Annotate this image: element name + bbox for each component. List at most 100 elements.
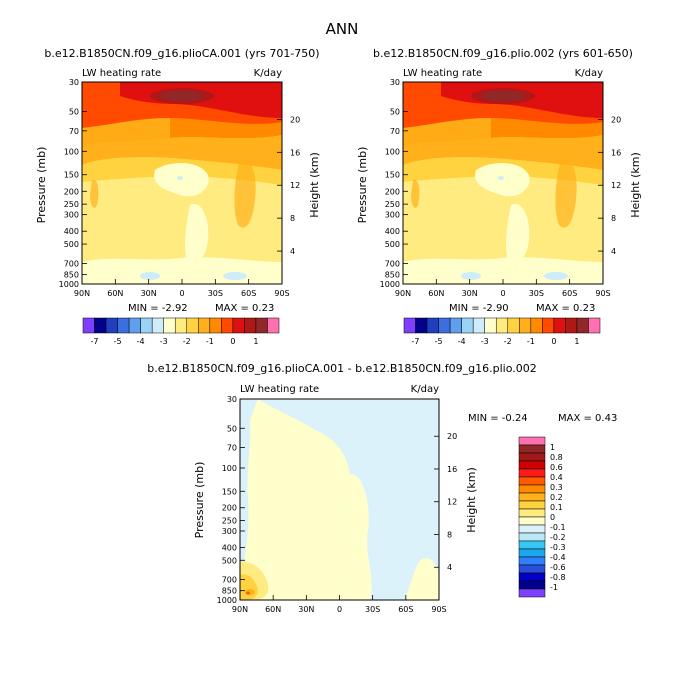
y-tick-label: 850 bbox=[222, 587, 237, 596]
height-tick-label: 4 bbox=[447, 563, 452, 572]
colorbar-swatch bbox=[438, 317, 451, 334]
panel-title: b.e12.B1850CN.f09_g16.plioCA.001 (yrs 70… bbox=[44, 47, 319, 60]
colorbar-swatch bbox=[244, 317, 257, 334]
y-tick-label: 850 bbox=[64, 271, 79, 280]
colorbar-swatch bbox=[518, 540, 546, 550]
y-tick-label: 50 bbox=[390, 107, 400, 116]
colorbar-swatch bbox=[518, 444, 546, 454]
colorbar-swatch bbox=[588, 317, 601, 334]
colorbar-swatch bbox=[518, 500, 546, 510]
colorbar-swatch bbox=[518, 580, 546, 590]
colorbar-swatch bbox=[163, 317, 176, 334]
colorbar-swatch bbox=[518, 516, 546, 526]
colorbar-label: -1 bbox=[550, 583, 558, 592]
max-label: MAX = 0.43 bbox=[558, 413, 617, 424]
y-tick-label: 70 bbox=[227, 444, 237, 453]
panel-title: b.e12.B1850CN.f09_g16.plioCA.001 - b.e12… bbox=[147, 362, 536, 375]
colorbar-swatch bbox=[140, 317, 153, 334]
y-tick-label: 200 bbox=[222, 504, 237, 513]
colorbar: -7 -5 -4 -3 -2 -1 0 1 bbox=[82, 317, 280, 346]
colorbar-label: -5 bbox=[435, 337, 443, 346]
colorbar-label: -0.8 bbox=[550, 573, 566, 582]
colorbar-label: 0.2 bbox=[550, 493, 563, 502]
heatmap-field bbox=[82, 82, 282, 284]
height-tick-label: 12 bbox=[611, 181, 621, 190]
y-tick-label: 300 bbox=[222, 527, 237, 536]
colorbar-label: -0.1 bbox=[550, 523, 566, 532]
variable-label: LW heating rate bbox=[403, 68, 482, 79]
x-tick-label: 60N bbox=[428, 289, 444, 298]
y-tick-label: 1000 bbox=[59, 280, 79, 289]
y-tick-label: 200 bbox=[385, 187, 400, 196]
colorbar-label: 1 bbox=[550, 443, 555, 452]
y-tick-label: 100 bbox=[385, 147, 400, 156]
height-tick-label: 16 bbox=[611, 148, 621, 157]
min-label: MIN = -0.24 bbox=[468, 413, 528, 424]
colorbar-label: -4 bbox=[137, 337, 145, 346]
y-tick-label: 300 bbox=[385, 211, 400, 220]
colorbar-swatch bbox=[472, 317, 485, 334]
colorbar-swatch bbox=[461, 317, 474, 334]
x-tick-label: 90N bbox=[74, 289, 90, 298]
colorbar-label: 0.3 bbox=[550, 483, 563, 492]
colorbar: -7 -5 -4 -3 -2 -1 0 1 bbox=[403, 317, 601, 346]
heatmap-field bbox=[403, 82, 603, 284]
colorbar-label: 1 bbox=[574, 337, 579, 346]
height-tick-label: 4 bbox=[290, 247, 295, 256]
units-label: K/day bbox=[575, 68, 603, 79]
colorbar-label: -7 bbox=[91, 337, 99, 346]
colorbar-swatch bbox=[186, 317, 199, 334]
colorbar-swatch bbox=[128, 317, 141, 334]
colorbar-swatch bbox=[518, 564, 546, 574]
y-tick-label: 100 bbox=[222, 464, 237, 473]
x-tick-label: 60N bbox=[265, 605, 281, 614]
colorbar-label: -0.2 bbox=[550, 533, 566, 542]
colorbar-swatch bbox=[426, 317, 439, 334]
max-label: MAX = 0.23 bbox=[215, 303, 274, 314]
colorbar-swatch bbox=[542, 317, 555, 334]
colorbar-swatch bbox=[518, 572, 546, 582]
colorbar-swatch bbox=[484, 317, 497, 334]
colorbar-label: -5 bbox=[114, 337, 122, 346]
colorbar-label: -7 bbox=[412, 337, 420, 346]
x-tick-label: 90N bbox=[232, 605, 248, 614]
colorbar-label: 0 bbox=[230, 337, 235, 346]
y-tick-label: 30 bbox=[69, 78, 79, 87]
colorbar-swatch bbox=[267, 317, 280, 334]
y-axis-right-label: Height (km) bbox=[308, 152, 321, 218]
x-tick-label: 30S bbox=[208, 289, 223, 298]
height-tick-label: 16 bbox=[290, 148, 300, 157]
colorbar-swatch bbox=[576, 317, 589, 334]
x-tick-label: 30N bbox=[298, 605, 314, 614]
height-tick-label: 8 bbox=[447, 530, 452, 539]
colorbar-swatch bbox=[518, 532, 546, 542]
height-tick-label: 20 bbox=[290, 115, 300, 124]
x-tick-label: 30N bbox=[141, 289, 157, 298]
y-axis-right-label: Height (km) bbox=[465, 467, 478, 533]
y-tick-label: 100 bbox=[64, 147, 79, 156]
colorbar-swatch bbox=[449, 317, 462, 334]
height-tick-label: 20 bbox=[611, 115, 621, 124]
y-tick-label: 150 bbox=[385, 171, 400, 180]
height-tick-label: 8 bbox=[290, 214, 295, 223]
variable-label: LW heating rate bbox=[82, 68, 161, 79]
colorbar-swatch bbox=[519, 317, 532, 334]
y-tick-label: 150 bbox=[64, 171, 79, 180]
y-axis-label: Pressure (mb) bbox=[35, 147, 48, 224]
y-tick-label: 400 bbox=[385, 227, 400, 236]
x-tick-label: 60S bbox=[241, 289, 256, 298]
colorbar-label: 0.4 bbox=[550, 473, 563, 482]
colorbar-swatch bbox=[530, 317, 543, 334]
colorbar-swatch bbox=[151, 317, 164, 334]
colorbar-swatch bbox=[174, 317, 188, 334]
colorbar-label: -2 bbox=[183, 337, 191, 346]
heatmap-field bbox=[240, 399, 439, 600]
colorbar-label: -0.6 bbox=[550, 563, 566, 572]
height-tick-label: 8 bbox=[611, 214, 616, 223]
y-tick-label: 250 bbox=[64, 200, 79, 209]
colorbar-swatch bbox=[403, 317, 416, 334]
x-tick-label: 90N bbox=[395, 289, 411, 298]
y-tick-label: 250 bbox=[385, 200, 400, 209]
y-tick-label: 200 bbox=[64, 187, 79, 196]
